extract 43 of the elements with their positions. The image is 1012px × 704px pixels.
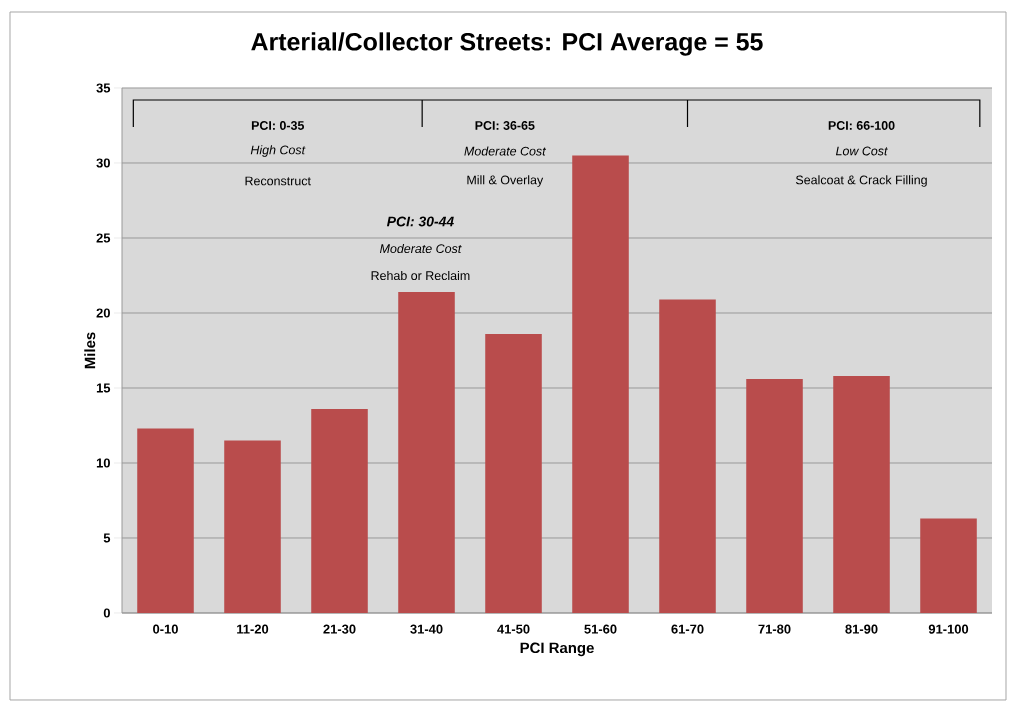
- bar: [746, 378, 803, 613]
- bar: [920, 518, 977, 613]
- annotation: Low Cost: [835, 146, 888, 156]
- x-tick-label: 91-100: [928, 624, 969, 634]
- bar: [311, 408, 368, 613]
- annotation: PCI: 66-100: [828, 121, 895, 130]
- x-tick-label: 51-60: [584, 624, 617, 634]
- annotation: Moderate Cost: [464, 146, 547, 156]
- y-tick-label: 25: [96, 233, 111, 243]
- x-tick-label: 31-40: [410, 624, 443, 634]
- y-tick-label: 5: [103, 533, 111, 543]
- bar: [659, 299, 716, 613]
- annotation: PCI: 30-44: [386, 216, 454, 227]
- annotation: Mill & Overlay: [467, 175, 544, 187]
- y-tick-label: 35: [96, 83, 111, 93]
- x-tick-label: 21-30: [323, 624, 356, 634]
- y-tick-label: 20: [96, 308, 110, 318]
- annotation: Rehab or Reclaim: [371, 270, 470, 281]
- x-tick-label: 81-90: [845, 624, 878, 634]
- x-tick-label: 61-70: [671, 624, 704, 634]
- annotation: Moderate Cost: [379, 243, 462, 254]
- y-tick-label: 0: [103, 608, 110, 618]
- bar: [833, 375, 890, 613]
- bar: [398, 291, 455, 613]
- bar: [137, 428, 194, 613]
- x-tick-label: 0-10: [153, 624, 178, 634]
- x-tick-label: 41-50: [497, 624, 530, 634]
- annotation: Reconstruct: [245, 176, 311, 186]
- y-tick-label: 10: [96, 458, 110, 468]
- y-axis-title: Miles: [84, 332, 96, 369]
- x-axis-title: PCI Range: [520, 642, 594, 657]
- bar: [224, 440, 281, 613]
- chart-title: Arterial/Collector Streets: PCI Average = 55: [251, 32, 763, 56]
- bar: [485, 333, 542, 613]
- annotation: High Cost: [250, 145, 306, 157]
- annotation: PCI: 36-65: [475, 121, 535, 130]
- y-tick-label: 15: [96, 383, 111, 393]
- x-tick-label: 71-80: [758, 624, 791, 634]
- y-tick-label: 30: [96, 158, 110, 168]
- bar: [572, 155, 629, 613]
- annotation: Sealcoat & Crack Filling: [795, 175, 927, 187]
- annotation: PCI: 0-35: [251, 121, 305, 130]
- x-tick-label: 11-20: [237, 624, 269, 634]
